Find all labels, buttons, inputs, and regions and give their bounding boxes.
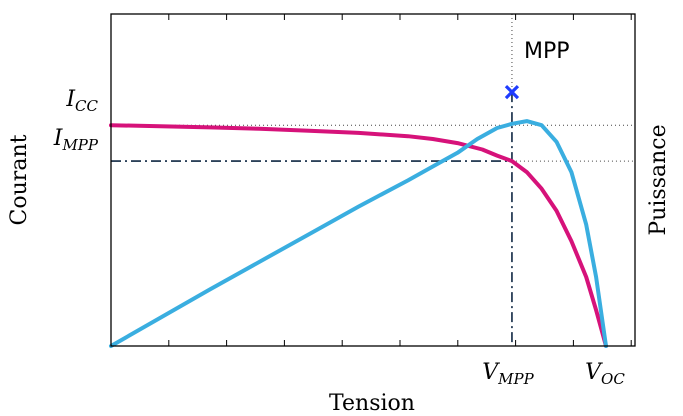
- mpp-annotation: MPP: [524, 39, 570, 64]
- x-tick-vmpp: VMPP: [482, 360, 534, 388]
- y-tick-impp: IMPP: [53, 126, 99, 154]
- y-left-axis-title: Courant: [7, 134, 32, 225]
- x-axis-title: Tension: [329, 391, 415, 416]
- plot-frame: [110, 13, 636, 347]
- power-curve: [109, 119, 608, 348]
- x-tick-voc: VOC: [585, 360, 625, 388]
- y-right-axis-title: Puissance: [646, 124, 671, 235]
- mpp-cross-stroke-b: [504, 84, 520, 100]
- series-group: [109, 119, 608, 348]
- mpp-marker: [504, 84, 520, 100]
- x-minor-ticks-group: [110, 14, 632, 346]
- current-curve: [109, 123, 608, 348]
- y-tick-icc: ICC: [65, 87, 98, 115]
